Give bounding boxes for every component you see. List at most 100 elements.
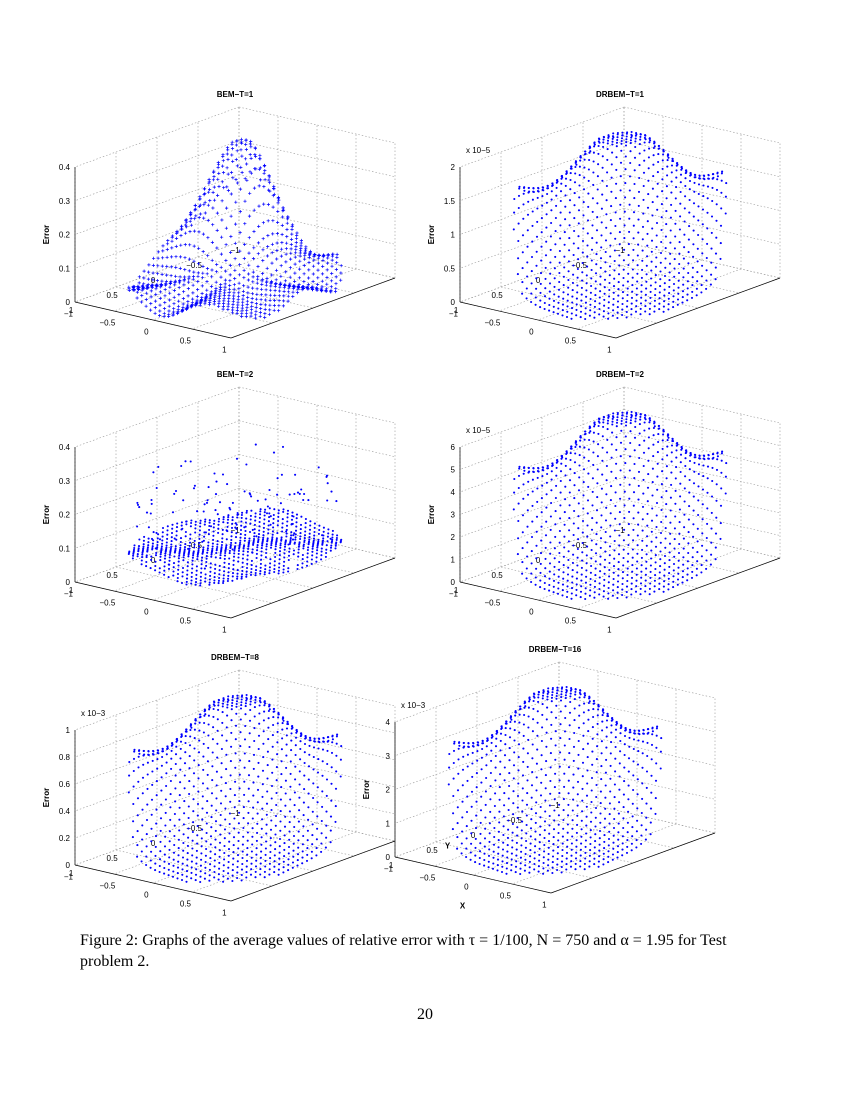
data-point [292,515,295,518]
data-point [222,699,225,702]
data-point [705,559,708,562]
data-point [591,504,594,507]
data-point [136,830,139,833]
data-point [217,517,221,520]
data-point [306,283,310,287]
data-point [211,751,214,754]
data-point [526,213,530,216]
data-point [614,477,617,480]
data-point [202,539,205,542]
data-point [270,273,274,277]
data-point [668,279,671,282]
data-point [701,503,704,506]
data-point [191,847,194,850]
data-point [266,777,269,780]
data-point [598,307,601,311]
data-point [638,164,641,167]
data-point [274,841,277,844]
data-point [237,822,240,825]
data-point [280,786,283,789]
data-point [600,526,603,529]
data-point [531,210,534,213]
data-point [636,272,639,275]
data-point [586,545,589,548]
data-point [245,309,249,313]
data-point [606,712,609,715]
data-point [526,245,529,248]
data-point [521,774,525,777]
data-point [655,514,658,517]
data-point [260,836,263,839]
data-point [564,464,567,467]
data-point [498,821,501,824]
data-point [530,535,534,539]
data-point [527,706,530,709]
data-point [187,805,190,808]
data-point [334,544,337,547]
data-point [272,513,275,517]
data-point [195,862,198,865]
y-tick-label: 0.5 [107,854,119,863]
data-point [650,260,653,263]
data-point [290,732,293,735]
data-point [625,316,628,319]
data-point [548,577,551,580]
data-point [234,766,237,769]
data-point [602,595,605,598]
data-point [193,543,196,546]
data-point [334,547,337,550]
data-point [532,692,536,695]
data-point [146,761,149,764]
data-point [534,583,537,586]
data-point [553,547,556,550]
data-point [293,279,297,283]
data-point [254,519,257,522]
data-point [267,178,271,182]
data-point [625,596,628,599]
data-point [573,181,577,184]
data-point [183,268,187,272]
data-point [249,708,252,712]
data-point [518,467,521,470]
grid-line [623,499,781,536]
data-point [215,551,218,555]
data-point [310,285,314,289]
data-point [706,242,709,245]
data-point [211,547,214,550]
data-point [706,491,709,494]
data-point [643,439,646,442]
data-point [582,494,585,497]
data-point [517,769,520,772]
data-point [678,241,681,244]
data-point [264,298,268,302]
data-point [700,284,703,287]
data-point [579,596,582,599]
data-point [574,440,577,443]
data-point [706,197,709,200]
data-point [186,573,189,576]
data-point [217,701,220,704]
data-point [209,835,213,838]
data-point [285,227,289,232]
data-point [476,750,479,753]
data-point [526,752,529,755]
data-point [698,174,701,177]
data-point [564,716,567,720]
data-point [602,421,605,424]
data-point [644,579,647,582]
data-point [659,531,663,535]
data-point [255,556,258,560]
data-point [180,521,183,524]
data-point [257,761,260,764]
data-point [179,546,182,549]
data-point [306,548,309,552]
data-point [641,539,644,542]
data-point [536,220,539,223]
data-point [630,410,633,414]
z-tick-label: 0.4 [59,807,71,816]
data-point [216,177,220,181]
data-point [303,761,306,765]
data-point [692,495,695,498]
data-point [507,819,510,822]
data-point [686,280,689,283]
